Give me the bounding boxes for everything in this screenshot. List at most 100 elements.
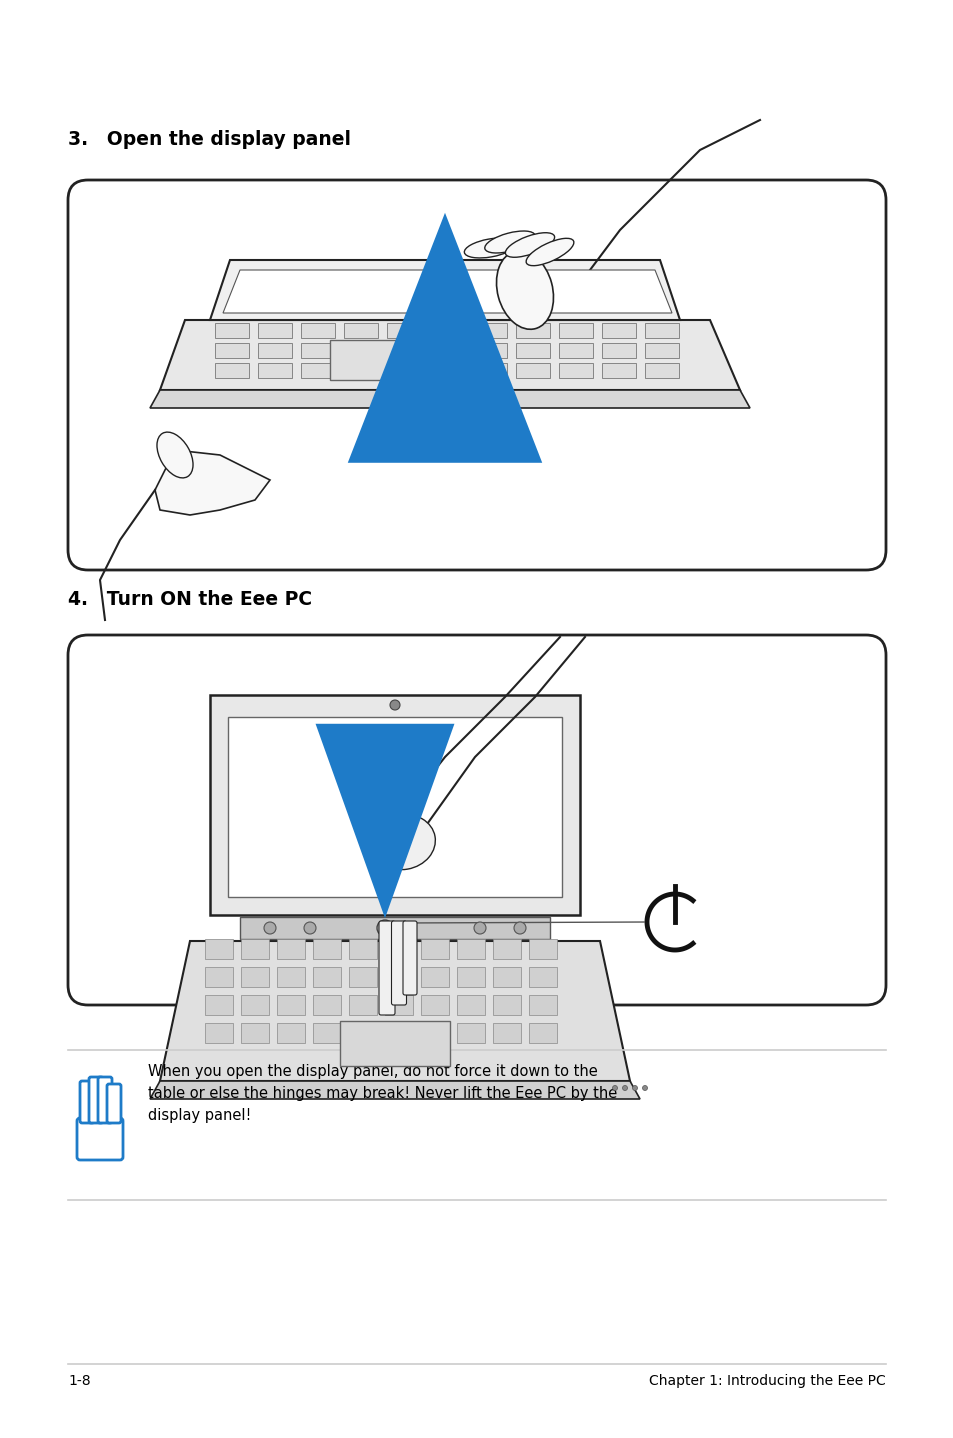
Bar (529, 995, 557, 1015)
Bar (529, 1022, 557, 1043)
Polygon shape (154, 450, 270, 515)
Bar (558, 324, 593, 338)
Bar (205, 939, 233, 959)
Bar (644, 324, 679, 338)
Bar (516, 324, 550, 338)
FancyBboxPatch shape (68, 636, 885, 1005)
Bar (344, 362, 377, 378)
Bar (456, 966, 484, 986)
Bar (644, 344, 679, 358)
Bar (241, 1022, 269, 1043)
Bar (493, 1022, 520, 1043)
Bar (385, 939, 413, 959)
Bar (349, 995, 376, 1015)
Bar (385, 1022, 413, 1043)
Bar (205, 1022, 233, 1043)
Bar (301, 362, 335, 378)
FancyBboxPatch shape (89, 1077, 103, 1123)
Bar (205, 966, 233, 986)
Text: 3. Open the display panel: 3. Open the display panel (68, 129, 351, 150)
Ellipse shape (157, 431, 193, 477)
Bar (241, 939, 269, 959)
Bar (339, 1021, 450, 1066)
Bar (276, 995, 305, 1015)
Bar (493, 995, 520, 1015)
Bar (330, 339, 490, 380)
Circle shape (474, 922, 485, 935)
Text: table or else the hinges may break! Never lift the Eee PC by the: table or else the hinges may break! Neve… (148, 1086, 617, 1102)
Bar (456, 995, 484, 1015)
Bar (387, 324, 420, 338)
Ellipse shape (484, 232, 535, 253)
Bar (349, 939, 376, 959)
Bar (385, 995, 413, 1015)
Bar (558, 344, 593, 358)
FancyBboxPatch shape (98, 1077, 112, 1123)
Bar (313, 966, 340, 986)
Circle shape (632, 1086, 637, 1090)
Bar (430, 344, 463, 358)
Circle shape (622, 1086, 627, 1090)
Bar (420, 939, 449, 959)
Bar (493, 966, 520, 986)
Circle shape (514, 922, 525, 935)
Bar (385, 966, 413, 986)
Bar (430, 362, 463, 378)
Circle shape (390, 700, 399, 710)
Bar (210, 695, 579, 915)
Circle shape (376, 920, 393, 936)
Text: 4. Turn ON the Eee PC: 4. Turn ON the Eee PC (68, 590, 312, 610)
Bar (558, 362, 593, 378)
Bar (205, 995, 233, 1015)
Bar (473, 344, 506, 358)
Ellipse shape (464, 239, 516, 257)
Text: When you open the display panel, do not force it down to the: When you open the display panel, do not … (148, 1064, 598, 1078)
Bar (349, 966, 376, 986)
Circle shape (612, 1086, 617, 1090)
Bar (344, 344, 377, 358)
FancyBboxPatch shape (68, 180, 885, 569)
Bar (257, 324, 292, 338)
Bar (387, 362, 420, 378)
Bar (349, 1022, 376, 1043)
Text: 1-8: 1-8 (68, 1373, 91, 1388)
Polygon shape (160, 321, 740, 390)
Bar (214, 362, 249, 378)
Bar (456, 939, 484, 959)
Text: Chapter 1: Introducing the Eee PC: Chapter 1: Introducing the Eee PC (649, 1373, 885, 1388)
Ellipse shape (505, 233, 554, 257)
Bar (241, 966, 269, 986)
FancyBboxPatch shape (77, 1117, 123, 1160)
Text: display panel!: display panel! (148, 1109, 251, 1123)
Bar (529, 939, 557, 959)
Bar (313, 995, 340, 1015)
Polygon shape (223, 270, 671, 313)
Bar (473, 362, 506, 378)
Bar (420, 995, 449, 1015)
Bar (301, 324, 335, 338)
Bar (529, 966, 557, 986)
Polygon shape (150, 390, 749, 408)
Bar (257, 362, 292, 378)
FancyBboxPatch shape (402, 920, 416, 995)
Bar (313, 939, 340, 959)
Bar (344, 324, 377, 338)
Circle shape (641, 1086, 647, 1090)
Bar (516, 344, 550, 358)
Bar (493, 939, 520, 959)
Bar (644, 362, 679, 378)
Bar (601, 362, 636, 378)
Bar (276, 966, 305, 986)
FancyBboxPatch shape (107, 1084, 121, 1123)
Polygon shape (150, 1081, 639, 1099)
Polygon shape (210, 260, 679, 321)
Circle shape (264, 922, 275, 935)
FancyBboxPatch shape (391, 920, 406, 1005)
Polygon shape (160, 940, 629, 1081)
Ellipse shape (371, 814, 435, 870)
Bar (456, 1022, 484, 1043)
Bar (240, 917, 550, 939)
FancyBboxPatch shape (378, 920, 395, 1015)
Bar (473, 324, 506, 338)
Bar (214, 344, 249, 358)
